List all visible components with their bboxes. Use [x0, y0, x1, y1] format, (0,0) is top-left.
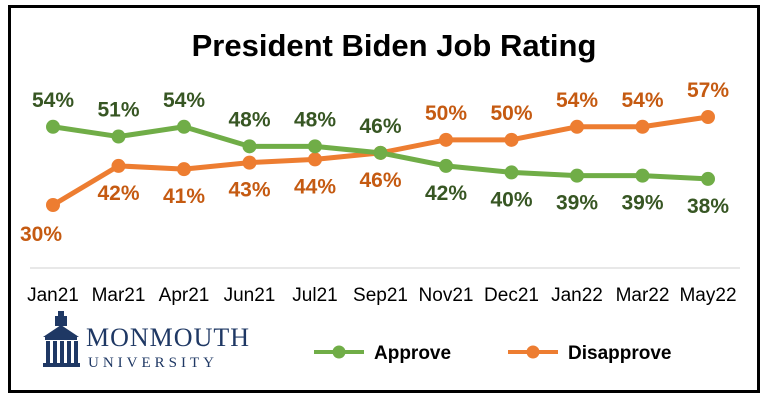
- x-tick-label: Jun21: [224, 285, 276, 306]
- approve-data-label: 48%: [228, 108, 270, 131]
- logo-sub: UNIVERSITY: [88, 355, 218, 371]
- x-tick-label: Jan21: [27, 285, 79, 306]
- disapprove-point: [242, 155, 257, 170]
- legend-approve-label: Approve: [374, 343, 451, 364]
- approve-data-label: 51%: [97, 99, 139, 122]
- disapprove-data-label: 46%: [359, 169, 401, 192]
- approve-data-label: 48%: [294, 108, 336, 131]
- data-labels: 54% 51% 54% 48% 48% 46% 42% 40% 39% 39% 38% 30% 42% 4…: [20, 79, 729, 246]
- disapprove-data-label: 41%: [163, 185, 205, 208]
- approve-point: [439, 158, 453, 173]
- x-tick-label: Sep21: [353, 285, 408, 306]
- monmouth-logo: MONMOUTH UNIVERSITY: [43, 311, 250, 371]
- disapprove-point: [111, 158, 126, 173]
- x-tick-label: Jul21: [292, 285, 337, 306]
- approve-point: [308, 139, 322, 154]
- approve-data-label: 46%: [359, 115, 401, 138]
- approve-data-label: 54%: [32, 89, 74, 112]
- approve-data-label: 40%: [490, 188, 532, 211]
- approve-data-label: 38%: [687, 195, 729, 218]
- disapprove-data-label: 42%: [97, 182, 139, 205]
- approve-point: [111, 129, 126, 144]
- chart-title: President Biden Job Rating: [192, 28, 597, 63]
- approve-data-label: 54%: [163, 89, 205, 112]
- disapprove-data-label: 54%: [556, 89, 598, 112]
- x-tick-label: Jan22: [551, 285, 603, 306]
- disapprove-point: [635, 119, 650, 134]
- disapprove-data-label: 44%: [294, 175, 336, 198]
- disapprove-data-label: 43%: [228, 179, 270, 202]
- x-tick-label: May22: [679, 285, 736, 306]
- disapprove-point: [308, 152, 322, 167]
- disapprove-data-label: 30%: [20, 223, 62, 246]
- series-points: [46, 110, 715, 212]
- legend-disapprove-marker: [526, 345, 540, 359]
- disapprove-point: [504, 132, 519, 147]
- disapprove-point: [439, 132, 453, 147]
- disapprove-point: [570, 119, 584, 134]
- monmouth-building-logo-icon: [43, 311, 80, 367]
- x-tick-label: Dec21: [484, 285, 539, 306]
- approve-data-label: 39%: [556, 192, 598, 215]
- disapprove-data-label: 50%: [425, 102, 467, 125]
- disapprove-data-label: 54%: [621, 89, 663, 112]
- approve-point: [242, 139, 257, 154]
- approve-point: [570, 168, 584, 183]
- approve-point: [504, 165, 519, 180]
- legend: Approve Disapprove: [314, 343, 671, 364]
- disapprove-data-label: 50%: [490, 102, 532, 125]
- logo-name: MONMOUTH: [86, 323, 250, 352]
- disapprove-point: [177, 162, 191, 177]
- approve-point: [373, 145, 388, 160]
- x-tick-label: Mar22: [616, 285, 670, 306]
- disapprove-point: [701, 110, 715, 124]
- x-tick-label: Apr21: [159, 285, 210, 306]
- x-tick-label: Nov21: [419, 285, 474, 306]
- chart-frame: [8, 5, 760, 393]
- approve-data-label: 39%: [621, 192, 663, 215]
- legend-approve-marker: [332, 345, 346, 359]
- approve-point: [46, 119, 60, 134]
- x-tick-label: Mar21: [92, 285, 146, 306]
- approve-data-label: 42%: [425, 182, 467, 205]
- disapprove-data-label: 57%: [687, 79, 729, 102]
- approve-point: [177, 119, 191, 134]
- x-tick-labels: Jan21 Mar21 Apr21 Jun21 Jul21 Sep21 Nov21 Dec21…: [27, 285, 736, 306]
- approve-point: [635, 168, 650, 183]
- legend-disapprove-label: Disapprove: [568, 343, 671, 364]
- disapprove-point: [46, 198, 60, 212]
- approve-point: [701, 171, 715, 186]
